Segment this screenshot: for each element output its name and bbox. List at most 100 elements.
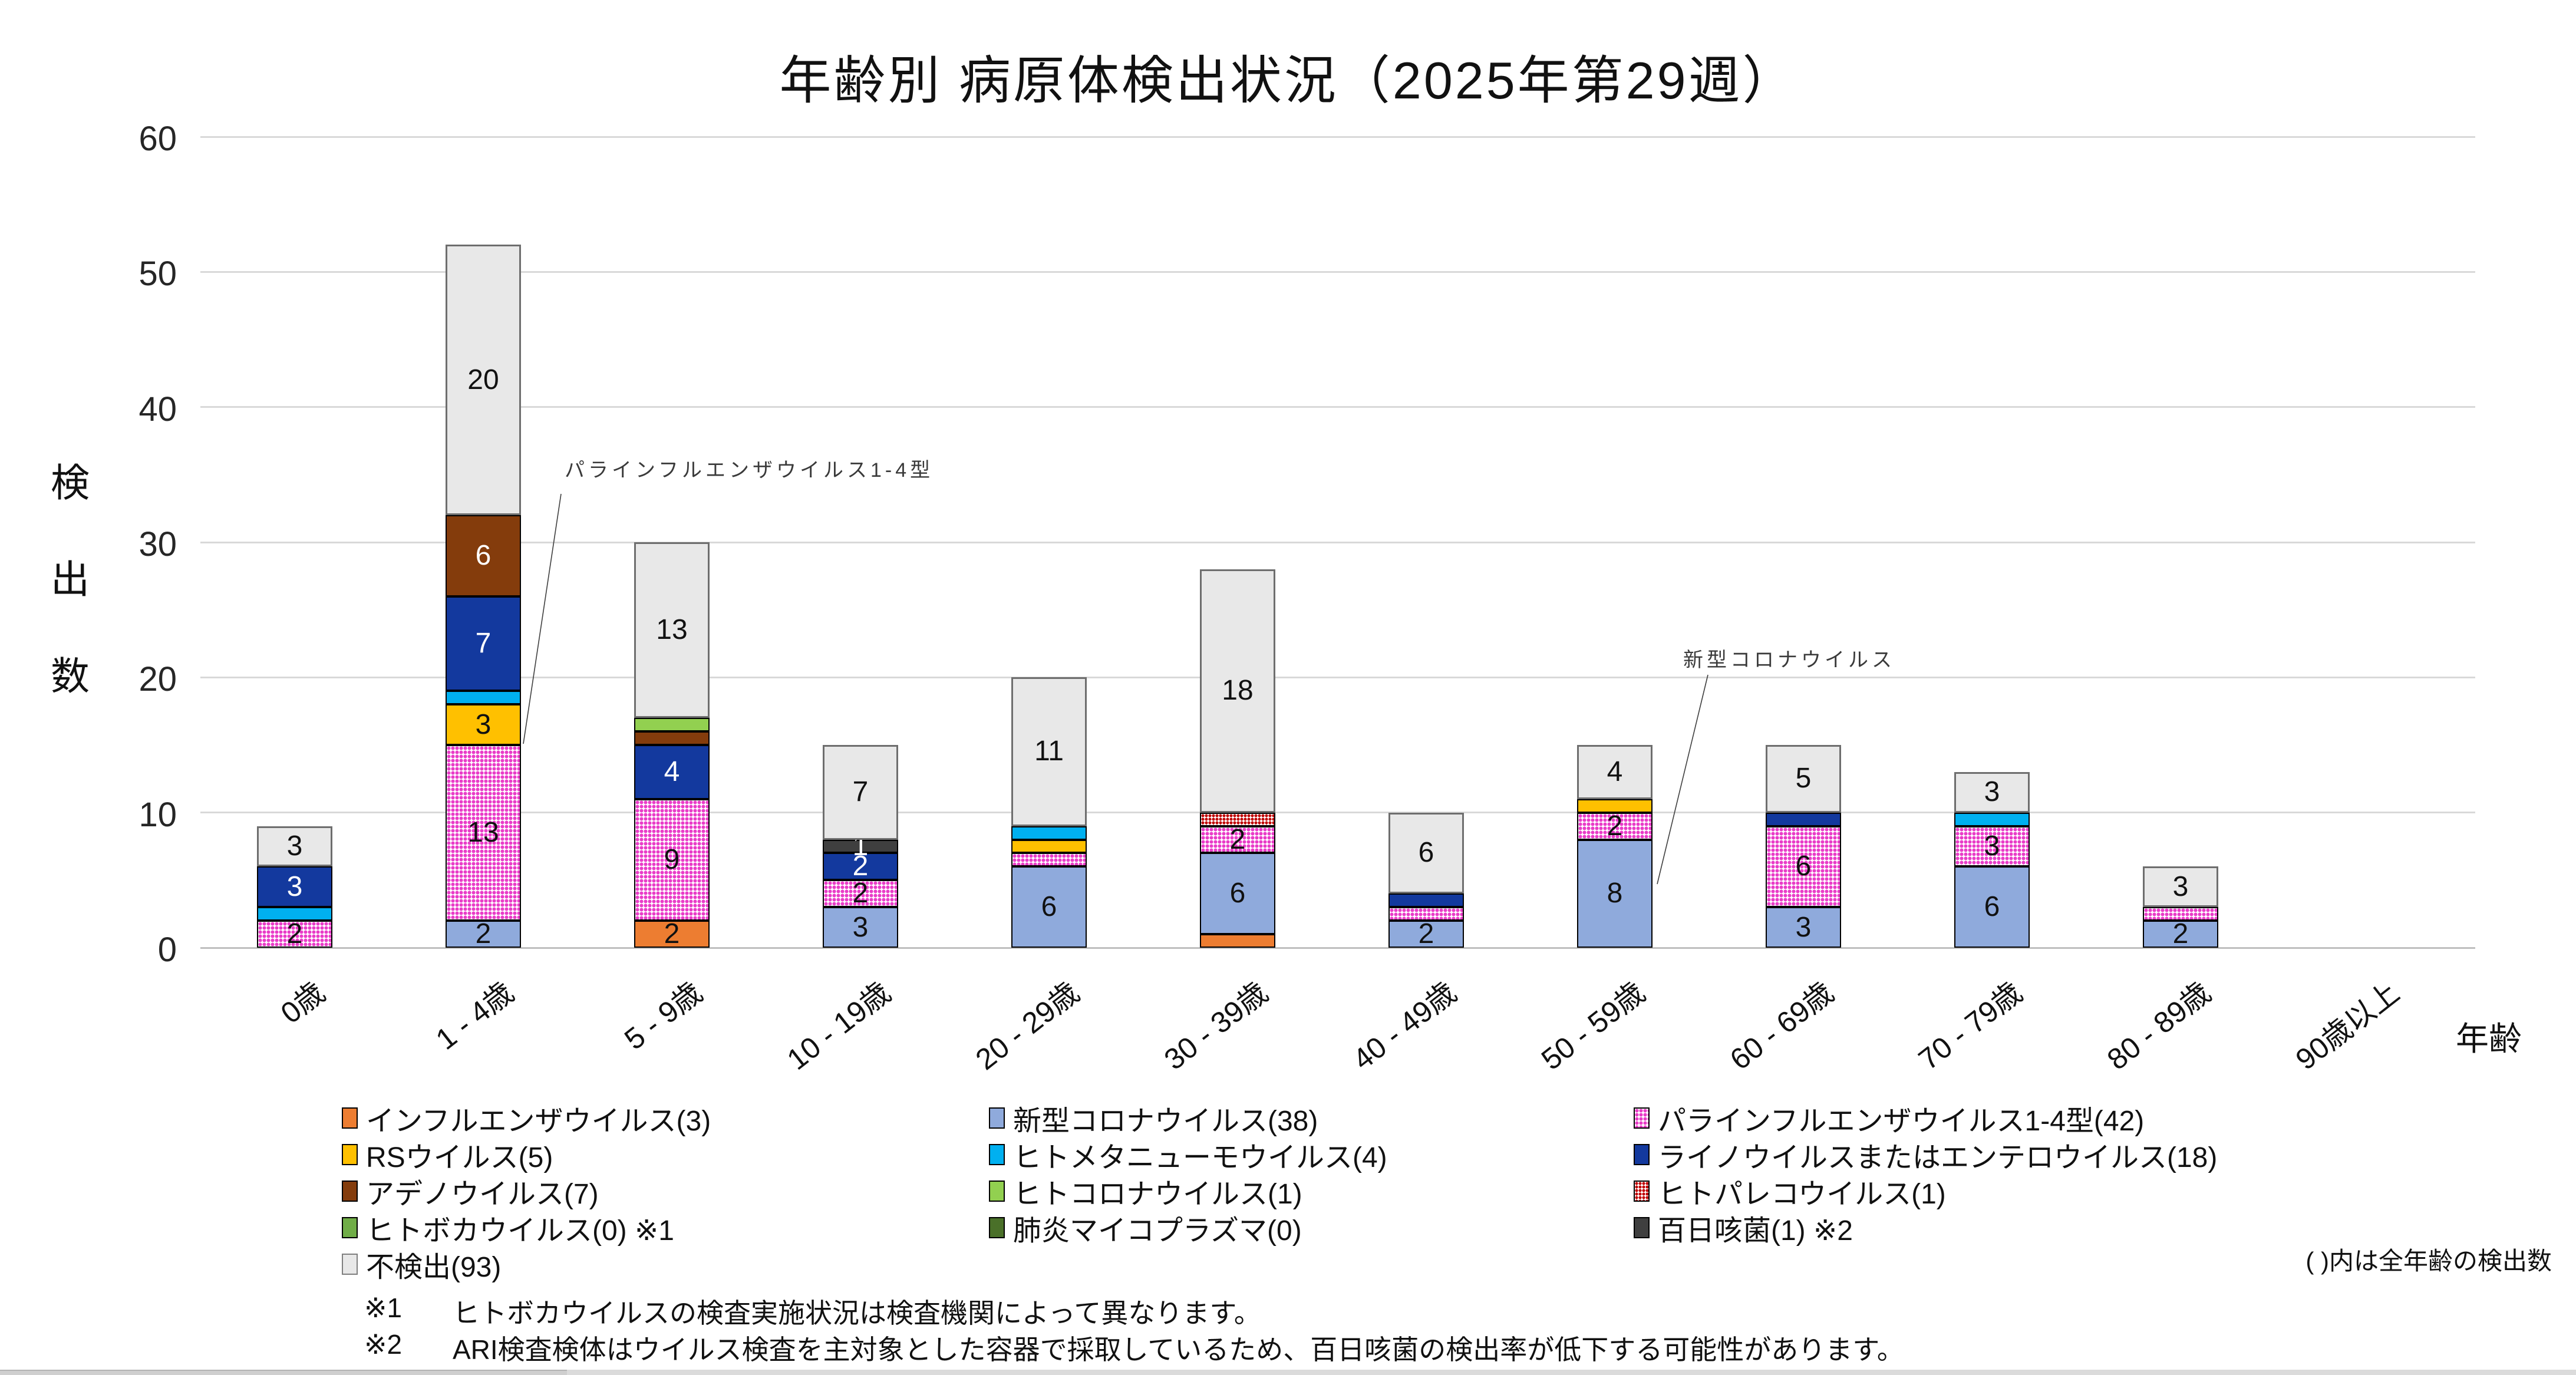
bar-segment-parainfluenza-5 - 9歳: 9 [634, 799, 710, 921]
annotation-covid: 新型コロナウイルス [1683, 649, 1895, 671]
legend-item-rhino: ライノウイルスまたはエンテロウイルス(18) [1634, 1136, 2217, 1173]
x-tick-label-20 - 29歳: 20 - 29歳 [969, 975, 1086, 1077]
x-axis-title: 年齢 [2456, 1020, 2522, 1057]
legend-swatch-not_detected [342, 1254, 358, 1275]
x-tick-label-90歳以上: 90歳以上 [2290, 975, 2406, 1077]
gridline [200, 812, 2475, 814]
bar-segment-parainfluenza-10 - 19歳: 2 [823, 878, 898, 909]
segment-value-label: 18 [1222, 675, 1254, 707]
legend-item-adeno: アデノウイルス(7) [342, 1173, 711, 1210]
legend-label-pertussis: 百日咳菌(1) ※2 [1658, 1215, 1853, 1247]
segment-value-label: 3 [852, 911, 869, 943]
bar-segment-covid-70 - 79歳: 6 [1954, 866, 2030, 948]
bar-segment-hmpv-70 - 79歳 [1954, 812, 2030, 826]
bar-segment-not_detected-40 - 49歳: 6 [1388, 812, 1464, 894]
bar-segment-parainfluenza-80 - 89歳 [2143, 907, 2218, 921]
legend-label-not_detected: 不検出(93) [366, 1252, 502, 1283]
legend-label-hcov: ヒトコロナウイルス(1) [1013, 1179, 1302, 1210]
segment-value-label: 7 [475, 627, 492, 659]
x-tick-label-40 - 49歳: 40 - 49歳 [1347, 975, 1463, 1077]
legend-item-hmpv: ヒトメタニューモウイルス(4) [989, 1136, 1387, 1173]
bar-segment-not_detected-1 - 4歳: 20 [446, 245, 521, 516]
segment-value-label: 6 [1795, 850, 1812, 882]
bar-segment-parainfluenza-60 - 69歳: 6 [1766, 826, 1841, 908]
y-axis-title: 検出数 [51, 451, 90, 701]
bar-segment-rs-1 - 4歳: 3 [446, 704, 521, 745]
segment-value-label: 6 [1041, 891, 1057, 923]
bar-segment-not_detected-60 - 69歳: 5 [1766, 745, 1841, 813]
bar-segment-rhino-5 - 9歳: 4 [634, 745, 710, 799]
y-tick-label: 30 [138, 525, 177, 563]
segment-value-label: 3 [1795, 911, 1812, 943]
bar-segment-influenza-5 - 9歳: 2 [634, 918, 710, 950]
segment-value-label: 3 [1984, 830, 2000, 862]
footnote-1-mark: ※1 [364, 1292, 403, 1323]
legend-swatch-hmpv [989, 1144, 1005, 1165]
y-tick-label: 10 [138, 795, 177, 834]
legend-swatch-covid [989, 1107, 1005, 1129]
gridline [200, 271, 2475, 273]
legend-column: パラインフルエンザウイルス1-4型(42) ライノウイルスまたはエンテロウイルス(… [1634, 1100, 2217, 1247]
bar-segment-rhino-60 - 69歳 [1766, 812, 1841, 826]
segment-value-label: 3 [2172, 870, 2189, 902]
segment-value-label: 6 [475, 539, 492, 571]
gridline [200, 676, 2475, 678]
segment-value-label: 3 [1984, 776, 2000, 808]
bar-segment-hcov-5 - 9歳 [634, 718, 710, 732]
segment-value-label: 2 [852, 878, 869, 909]
bar-segment-hmpv-1 - 4歳 [446, 691, 521, 705]
legend-swatch-hcov [989, 1181, 1005, 1202]
bar-segment-adeno-5 - 9歳 [634, 731, 710, 745]
bar-segment-rhino-1 - 4歳: 7 [446, 596, 521, 691]
segment-value-label: 2 [1607, 810, 1623, 842]
bar-segment-parainfluenza-0歳: 2 [257, 920, 332, 948]
segment-value-label: 3 [286, 870, 303, 902]
bar-segment-parainfluenza-30 - 39歳: 2 [1200, 825, 1275, 853]
y-axis-title-char: 出 [51, 558, 90, 601]
y-tick-label: 20 [138, 660, 177, 699]
segment-value-label: 3 [475, 708, 492, 740]
x-tick-label-60 - 69歳: 60 - 69歳 [1724, 975, 1840, 1077]
bar-segment-rhino-40 - 49歳 [1388, 893, 1464, 908]
bar-segment-parainfluenza-40 - 49歳 [1388, 907, 1464, 921]
bar-segment-covid-10 - 19歳: 3 [823, 907, 898, 948]
legend-label-influenza: インフルエンザウイルス(3) [366, 1106, 711, 1137]
legend-item-not_detected: 不検出(93) [342, 1246, 711, 1283]
segment-value-label: 2 [664, 918, 680, 950]
bar-segment-not_detected-70 - 79歳: 3 [1954, 771, 2030, 813]
x-tick-label-70 - 79歳: 70 - 79歳 [1912, 975, 2029, 1077]
legend-item-hcov: ヒトコロナウイルス(1) [989, 1173, 1387, 1210]
x-tick-label-30 - 39歳: 30 - 39歳 [1158, 975, 1274, 1077]
segment-value-label: 5 [1795, 763, 1812, 794]
footnote-2-mark: ※2 [364, 1329, 403, 1360]
leader-line-covid [1657, 674, 1708, 885]
bar-segment-parecho-30 - 39歳 [1200, 812, 1275, 826]
legend-item-rs: RSウイルス(5) [342, 1136, 711, 1173]
legend-swatch-influenza [342, 1107, 358, 1129]
segment-value-label: 2 [852, 850, 869, 882]
segment-value-label: 6 [1229, 878, 1246, 909]
legend-column: 新型コロナウイルス(38) ヒトメタニューモウイルス(4) ヒトコロナウイルス(1)… [989, 1100, 1387, 1247]
bar-segment-not_detected-20 - 29歳: 11 [1011, 677, 1087, 826]
legend-swatch-pertussis [1634, 1217, 1650, 1238]
segment-value-label: 9 [664, 843, 680, 875]
bar-segment-not_detected-30 - 39歳: 18 [1200, 569, 1275, 813]
bar-segment-covid-30 - 39歳: 6 [1200, 853, 1275, 935]
bar-segment-not_detected-10 - 19歳: 7 [823, 745, 898, 840]
legend-label-rhino: ライノウイルスまたはエンテロウイルス(18) [1658, 1142, 2218, 1173]
note-detection-count: ( )内は全年齢の検出数 [2305, 1247, 2552, 1275]
legend-swatch-myco [989, 1217, 1005, 1238]
bar-segment-parainfluenza-50 - 59歳: 2 [1577, 810, 1653, 842]
bar-segment-covid-20 - 29歳: 6 [1011, 866, 1087, 948]
bar-segment-covid-50 - 59歳: 8 [1577, 839, 1653, 948]
legend-label-hmpv: ヒトメタニューモウイルス(4) [1013, 1142, 1387, 1173]
segment-value-label: 2 [2172, 918, 2189, 950]
bar-segment-parainfluenza-1 - 4歳: 13 [446, 745, 521, 921]
y-axis-title-char: 検 [51, 461, 90, 505]
segment-value-label: 7 [852, 776, 869, 808]
bar-segment-influenza-30 - 39歳 [1200, 934, 1275, 948]
legend-item-pertussis: 百日咳菌(1) ※2 [1634, 1209, 2217, 1247]
bar-segment-covid-1 - 4歳: 2 [446, 920, 521, 948]
legend-swatch-rhino [1634, 1144, 1650, 1165]
